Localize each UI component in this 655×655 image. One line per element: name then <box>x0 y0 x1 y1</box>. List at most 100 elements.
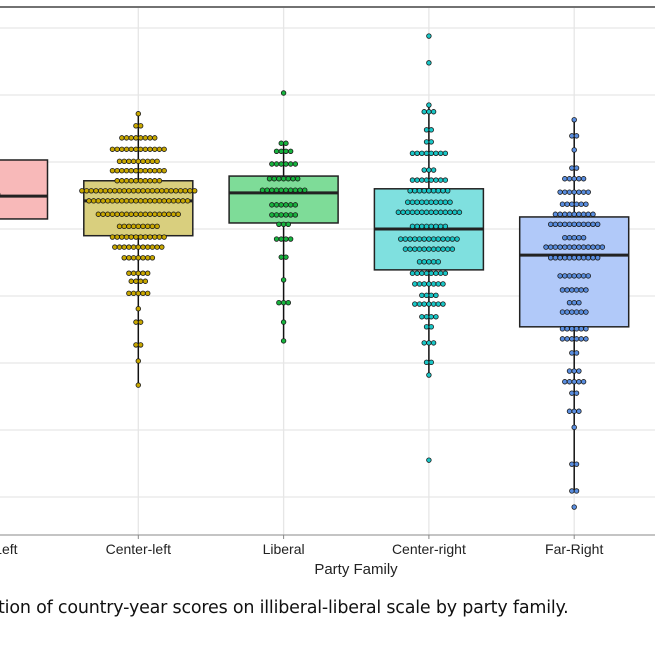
data-dot <box>419 177 425 183</box>
data-dot <box>414 209 420 215</box>
data-dot <box>302 187 308 193</box>
data-dot <box>128 168 134 174</box>
data-dot <box>163 188 170 194</box>
data-dot <box>137 198 144 204</box>
data-dot <box>590 255 596 261</box>
data-dot <box>576 300 582 306</box>
data-dot <box>142 146 149 152</box>
data-dot <box>128 211 134 217</box>
data-dot <box>564 201 570 207</box>
data-dot <box>440 188 446 194</box>
data-dot <box>423 177 430 183</box>
data-dot <box>161 211 167 217</box>
data-dot <box>571 273 577 279</box>
data-dot <box>140 223 146 230</box>
data-dot <box>557 244 563 250</box>
data-dot <box>133 278 139 284</box>
data-dot <box>419 270 425 276</box>
data-dot <box>95 198 102 204</box>
data-dot <box>137 123 144 129</box>
data-dot <box>562 244 568 250</box>
data-dot <box>407 188 413 194</box>
data-dot <box>573 287 580 293</box>
data-dot <box>402 246 409 252</box>
data-dot <box>280 338 287 344</box>
data-dot <box>137 135 144 141</box>
data-dot <box>412 301 418 307</box>
data-dot <box>152 146 158 152</box>
data-dot <box>421 109 427 115</box>
data-dot <box>135 111 141 117</box>
data-dot <box>562 235 568 241</box>
data-dot <box>280 319 287 325</box>
data-dot <box>137 234 144 240</box>
data-dot <box>573 326 580 332</box>
data-dot <box>566 221 573 228</box>
data-dot <box>576 368 582 374</box>
data-dot <box>152 168 158 174</box>
data-dot <box>135 255 141 261</box>
data-dot <box>130 244 137 250</box>
data-dot <box>421 188 427 194</box>
data-dot <box>398 236 404 242</box>
data-dot <box>590 211 596 217</box>
data-dot <box>433 150 439 156</box>
data-dot <box>559 309 566 315</box>
data-dot <box>583 287 589 293</box>
data-dot <box>123 135 130 141</box>
data-dot <box>419 150 425 156</box>
data-dot <box>566 176 573 182</box>
data-dot <box>130 255 137 261</box>
data-dot <box>123 146 130 152</box>
data-dot <box>119 146 125 152</box>
data-dot <box>133 342 139 348</box>
data-dot <box>569 350 575 356</box>
data-dot <box>428 359 434 366</box>
data-dot <box>147 146 153 152</box>
data-dot <box>140 188 146 194</box>
data-dot <box>283 212 289 218</box>
x-axis-title: Party Family <box>314 561 398 578</box>
data-dot <box>278 187 284 193</box>
data-dot <box>566 379 573 385</box>
data-dot <box>566 255 573 261</box>
data-dot <box>421 236 427 242</box>
data-dot <box>428 270 434 276</box>
data-dot <box>409 270 416 276</box>
data-dot <box>156 198 163 204</box>
data-dot <box>264 187 270 193</box>
data-dot <box>142 168 149 174</box>
data-dot <box>576 211 582 217</box>
data-dot <box>573 350 580 356</box>
data-dot <box>569 133 575 139</box>
data-dot <box>421 246 427 252</box>
data-dot <box>428 292 434 299</box>
data-dot <box>123 198 130 204</box>
data-dot <box>126 188 132 194</box>
data-dot <box>414 177 420 183</box>
data-dot <box>123 234 130 240</box>
data-dot <box>278 254 284 260</box>
data-dot <box>576 244 582 250</box>
data-dot <box>182 188 188 194</box>
data-dot <box>283 202 289 208</box>
data-dot <box>409 199 416 205</box>
data-dot <box>426 340 432 346</box>
data-dot <box>552 255 559 261</box>
data-dot <box>440 236 446 242</box>
data-dot <box>569 309 575 315</box>
data-dot <box>435 246 441 252</box>
data-dot <box>435 236 441 242</box>
data-dot <box>175 211 181 217</box>
data-dot <box>430 236 437 242</box>
data-dot <box>140 290 146 297</box>
data-dot <box>126 158 132 165</box>
data-dot <box>426 372 432 378</box>
data-dot <box>416 259 423 265</box>
data-dot <box>569 390 575 396</box>
data-dot <box>135 306 141 312</box>
data-dot <box>259 187 266 193</box>
data-dot <box>566 189 573 195</box>
data-dot <box>152 178 158 184</box>
data-dot <box>283 161 289 167</box>
